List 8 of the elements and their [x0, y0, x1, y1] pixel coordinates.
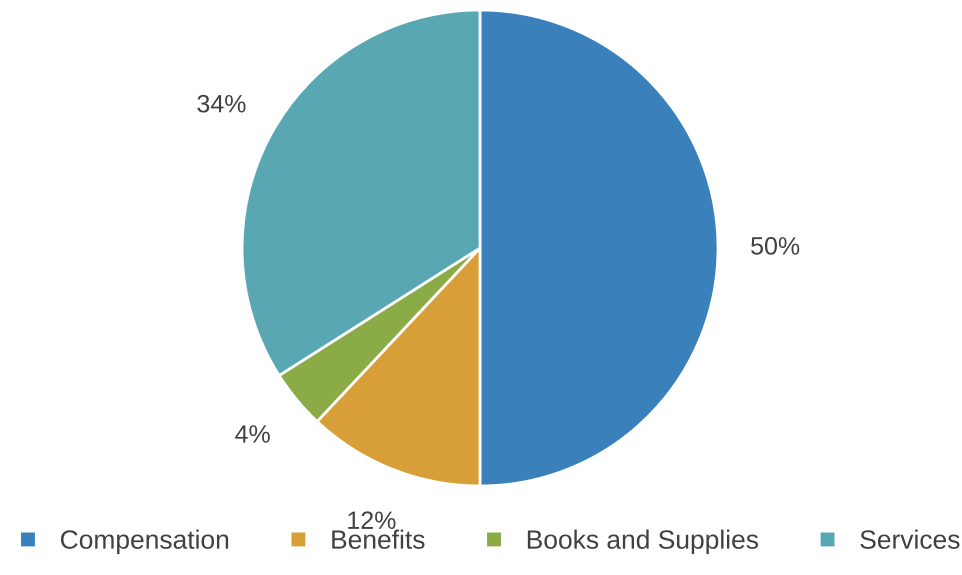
legend-label: Compensation — [60, 530, 228, 554]
data-label: 12% — [348, 511, 396, 529]
data-label: 4% — [235, 425, 270, 443]
data-label: 34% — [197, 94, 246, 113]
legend-label: Books and Supplies — [528, 530, 758, 554]
legend-label: Benefits — [332, 530, 424, 549]
data-label: 50% — [751, 237, 800, 255]
legend-label: Services — [860, 530, 960, 549]
